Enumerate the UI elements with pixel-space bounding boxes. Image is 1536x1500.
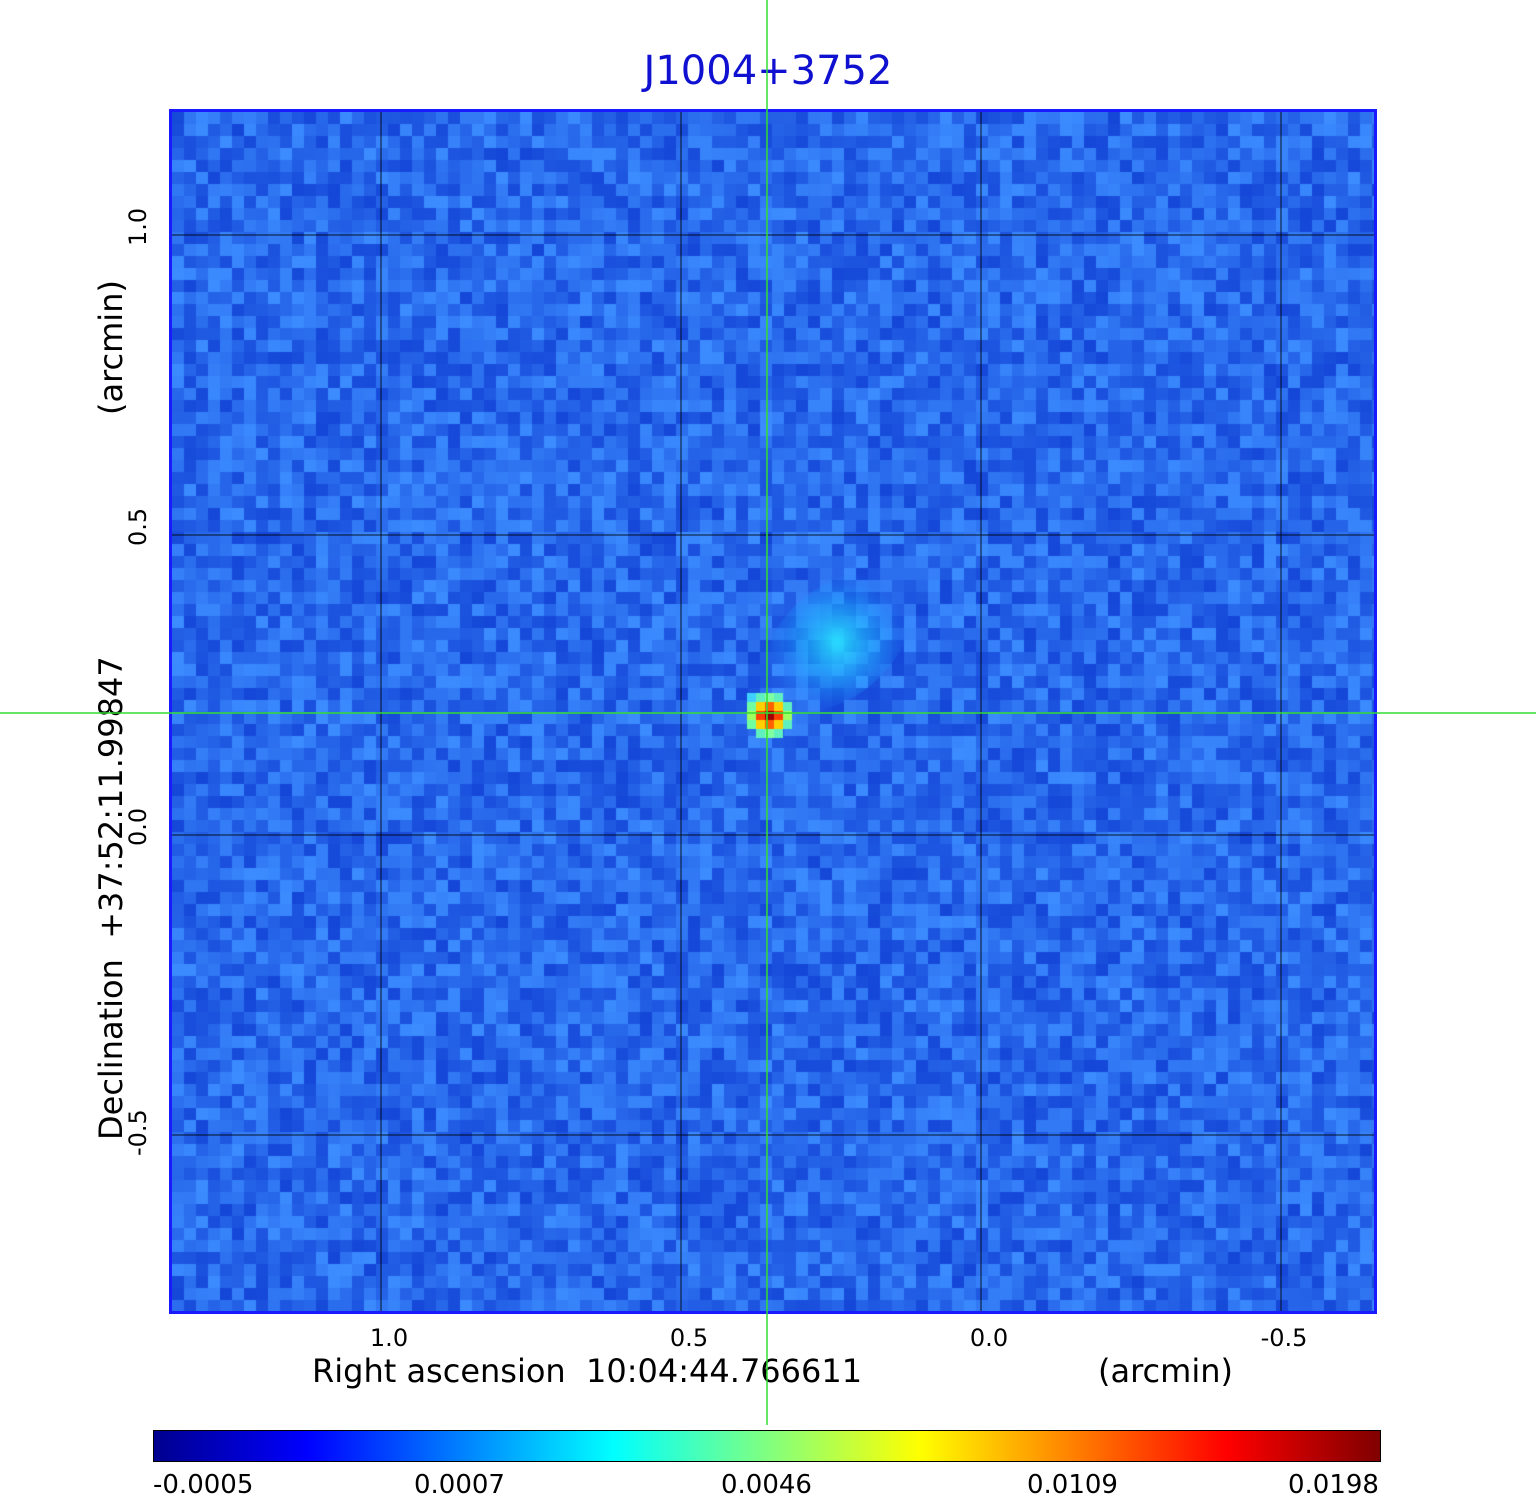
colorbar-label: 0.0198 xyxy=(1288,1470,1379,1500)
y-tick-label: 0.5 xyxy=(124,507,152,546)
noise-field xyxy=(172,112,1374,1311)
image-title: J1004+3752 xyxy=(643,48,893,94)
x-axis-unit: (arcmin) xyxy=(1098,1352,1233,1390)
x-tick-label: -0.5 xyxy=(1260,1324,1308,1352)
y-axis-label: Declination +37:52:11.99847 xyxy=(92,656,130,1140)
x-tick-label: 0.5 xyxy=(669,1324,709,1352)
colorbar-label: 0.0046 xyxy=(721,1470,812,1500)
y-tick-label: 1.0 xyxy=(124,207,152,246)
y-axis-unit: (arcmin) xyxy=(92,280,130,415)
colorbar-label: 0.0109 xyxy=(1027,1470,1118,1500)
colorbar-label: 0.0007 xyxy=(414,1470,505,1500)
colorbar-label: -0.0005 xyxy=(153,1470,254,1500)
x-tick-label: 1.0 xyxy=(369,1324,409,1352)
coordinate-grid xyxy=(172,112,1374,1311)
colorbar xyxy=(153,1430,1381,1462)
sky-image[interactable] xyxy=(169,109,1377,1314)
x-axis-label: Right ascension 10:04:44.766611 xyxy=(312,1352,863,1390)
x-tick-label: 0.0 xyxy=(969,1324,1009,1352)
